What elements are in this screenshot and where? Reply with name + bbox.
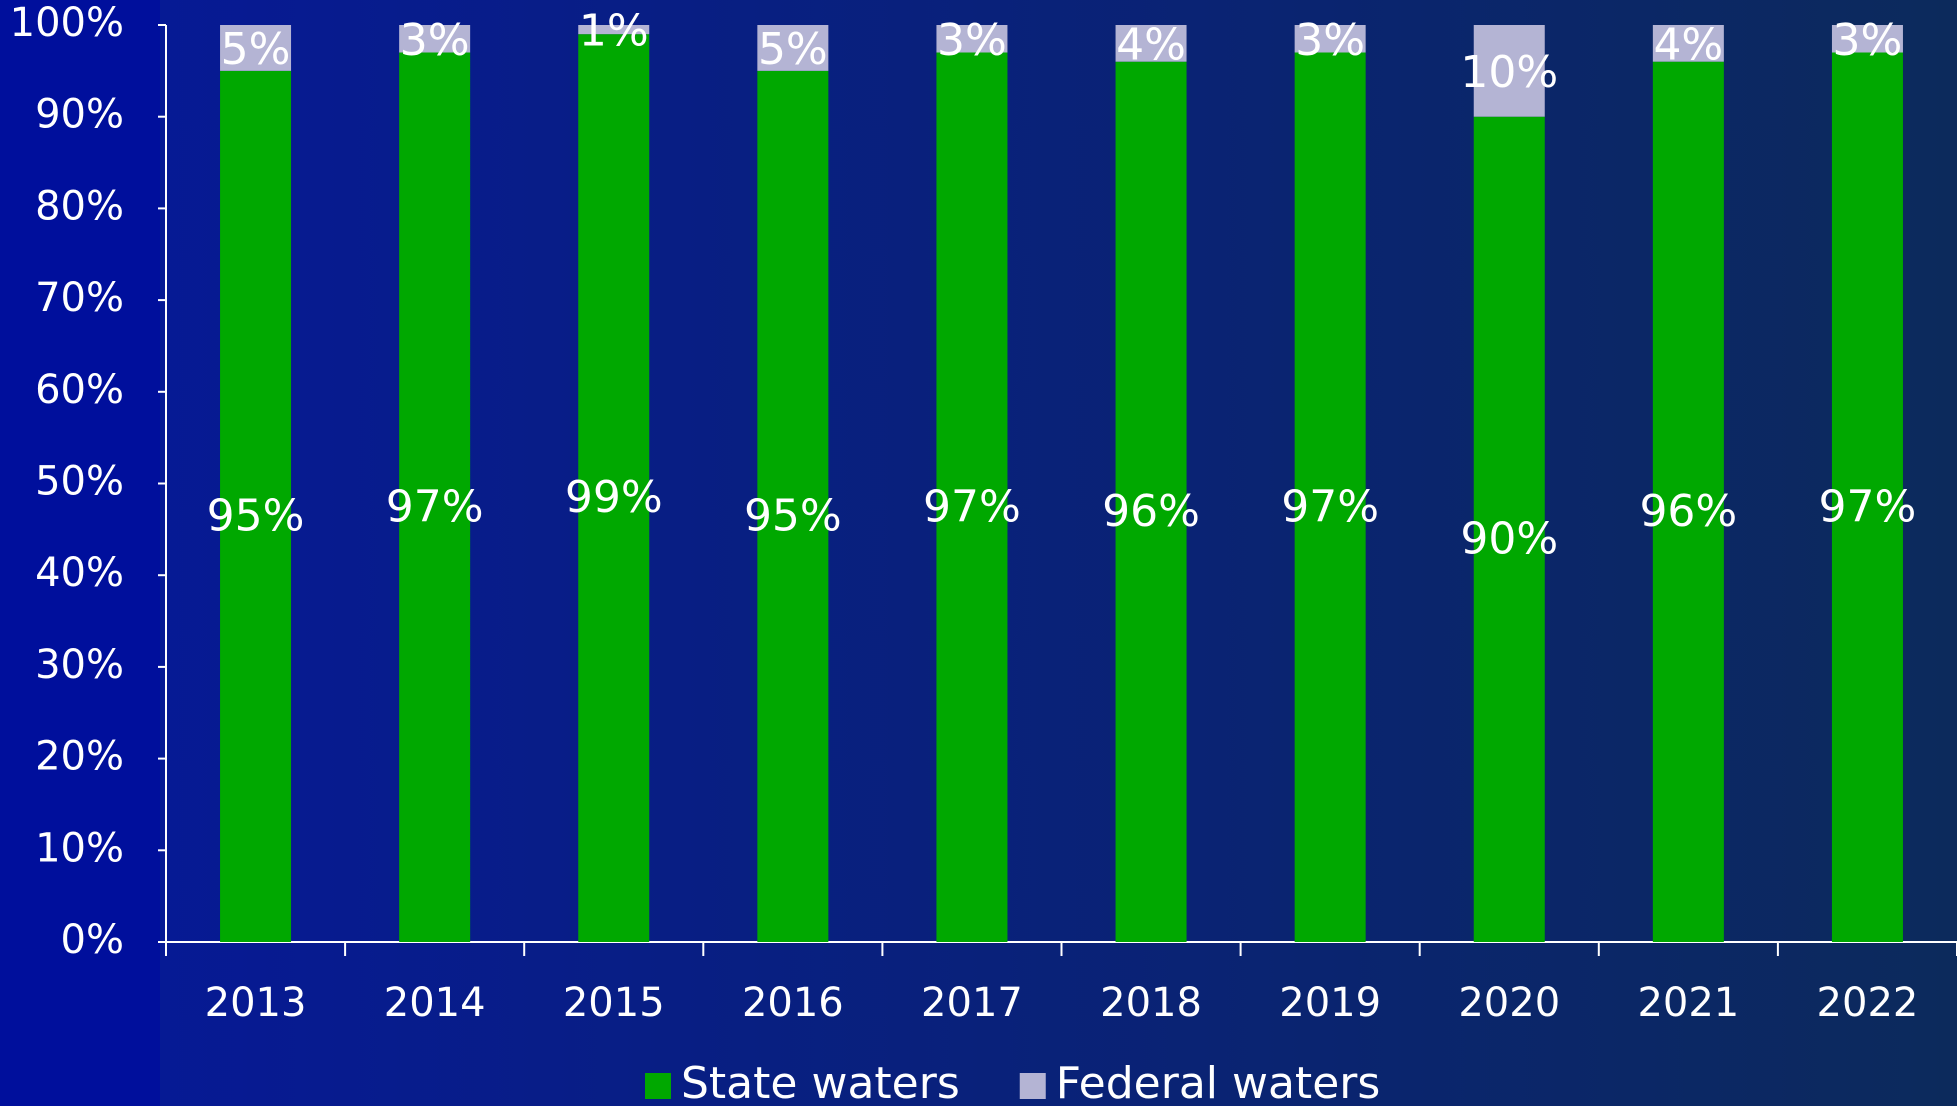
- chart: 0% 10% 20% 30% 40% 50% 60% 70% 80% 90% 100% 2013 95%…: [0, 0, 1957, 1106]
- y-tick-label: 40%: [35, 550, 124, 596]
- data-label: 96%: [1639, 486, 1737, 537]
- y-tick-label: 0%: [61, 917, 124, 963]
- y-tick-label: 90%: [35, 92, 124, 138]
- data-label: 97%: [386, 481, 484, 532]
- y-tick-label: 10%: [35, 825, 124, 871]
- x-tick-label: 2021: [1637, 980, 1739, 1026]
- x-tick-label: 2016: [742, 980, 844, 1026]
- data-label: 99%: [565, 472, 663, 523]
- data-label: 95%: [207, 490, 305, 541]
- x-tick-label: 2019: [1279, 980, 1381, 1026]
- y-tick-label: 50%: [35, 459, 124, 505]
- legend-swatch: [645, 1073, 671, 1099]
- y-tick-label: 30%: [35, 642, 124, 688]
- legend-label: Federal waters: [1056, 1058, 1381, 1106]
- data-label: 97%: [1281, 481, 1379, 532]
- data-label: 5%: [758, 24, 828, 75]
- y-tick-label: 80%: [35, 183, 124, 229]
- page: 0% 10% 20% 30% 40% 50% 60% 70% 80% 90% 100% 2013 95%…: [0, 0, 1957, 1106]
- data-label: 3%: [1295, 15, 1365, 66]
- data-label: 90%: [1460, 513, 1558, 564]
- data-label: 4%: [1653, 19, 1723, 70]
- x-tick-label: 2015: [563, 980, 665, 1026]
- data-label: 10%: [1460, 47, 1558, 98]
- data-label: 3%: [400, 15, 470, 66]
- data-label: 95%: [744, 490, 842, 541]
- data-label: 97%: [1819, 481, 1917, 532]
- x-tick-label: 2014: [384, 980, 486, 1026]
- y-tick-label: 100%: [10, 0, 124, 46]
- legend-swatch: [1020, 1073, 1046, 1099]
- data-label: 97%: [923, 481, 1021, 532]
- y-tick-label: 20%: [35, 734, 124, 780]
- x-tick-label: 2013: [205, 980, 307, 1026]
- data-label: 3%: [937, 15, 1007, 66]
- legend-label: State waters: [681, 1058, 960, 1106]
- data-label: 96%: [1102, 486, 1200, 537]
- data-label: 3%: [1833, 15, 1903, 66]
- x-tick-label: 2020: [1458, 980, 1560, 1026]
- x-tick-label: 2018: [1100, 980, 1202, 1026]
- data-label: 1%: [579, 6, 649, 57]
- data-label: 4%: [1116, 19, 1186, 70]
- data-label: 5%: [221, 24, 291, 75]
- x-tick-label: 2017: [921, 980, 1023, 1026]
- y-tick-label: 70%: [35, 275, 124, 321]
- y-tick-label: 60%: [35, 367, 124, 413]
- x-tick-label: 2022: [1817, 980, 1919, 1026]
